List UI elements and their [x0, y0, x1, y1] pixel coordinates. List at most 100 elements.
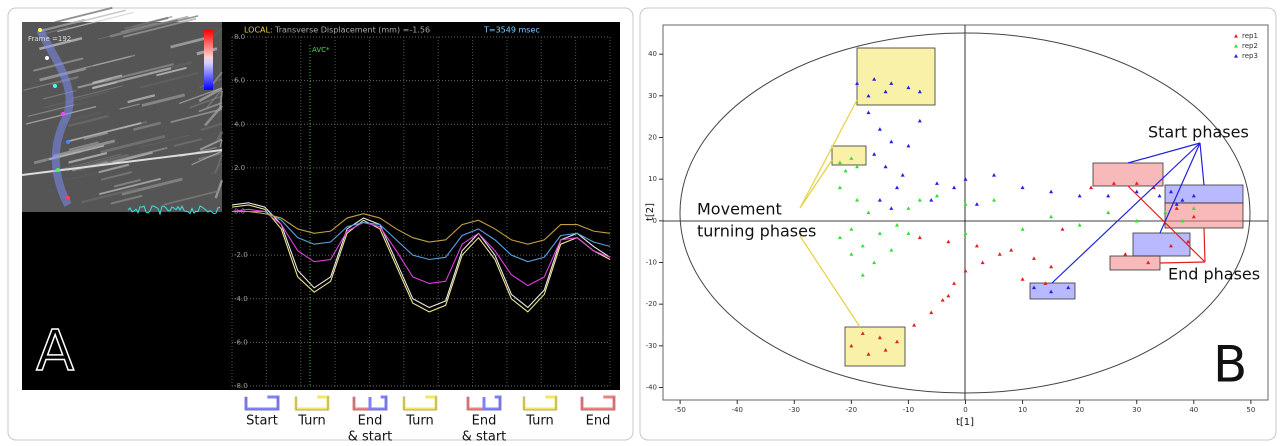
point — [849, 156, 854, 160]
y-tick-label: -10 — [646, 259, 657, 267]
color-bar — [204, 30, 213, 90]
phase-icon-outline — [581, 396, 615, 411]
y-tick-label: 10 — [648, 175, 657, 183]
y-tick-label: 20 — [648, 134, 657, 142]
texture — [206, 89, 223, 108]
callout — [1199, 142, 1205, 186]
texture — [100, 134, 166, 154]
phase-icon-outline — [245, 396, 279, 411]
x-tick-label: -50 — [674, 406, 685, 414]
point — [860, 331, 865, 335]
phase-label: Turn — [297, 414, 326, 429]
phase-label: Start — [246, 414, 278, 429]
phase-label: & start — [462, 430, 507, 445]
texture — [71, 85, 123, 99]
point — [1049, 189, 1054, 194]
texture — [67, 122, 142, 143]
texture — [191, 150, 223, 166]
point — [1174, 206, 1179, 210]
point — [1191, 206, 1196, 210]
texture — [163, 189, 221, 206]
texture — [42, 90, 109, 110]
box-start — [1132, 232, 1191, 257]
phase-label: & start — [348, 430, 393, 445]
texture — [67, 171, 99, 181]
texture — [119, 103, 140, 110]
point — [1123, 252, 1128, 256]
point — [860, 243, 865, 248]
signal-trace — [127, 205, 221, 216]
point — [1020, 185, 1025, 190]
box-end — [1092, 162, 1164, 187]
legend-marker — [1234, 44, 1238, 48]
x-tick-label: 40 — [1189, 406, 1198, 414]
point — [877, 335, 882, 340]
point — [1043, 281, 1048, 285]
point — [917, 198, 922, 202]
fascicle-trace — [36, 28, 74, 207]
texture — [139, 134, 189, 149]
point — [1180, 198, 1185, 202]
highlight-boxes — [831, 47, 1244, 367]
point — [889, 81, 894, 85]
y-tick-label: -8.0 — [234, 382, 248, 390]
point — [1180, 218, 1185, 223]
series-line — [232, 210, 611, 263]
legend-label: rep3 — [1242, 52, 1258, 60]
texture — [127, 94, 156, 104]
point — [963, 268, 968, 273]
point — [837, 185, 842, 190]
point — [1186, 239, 1191, 244]
point — [1168, 189, 1173, 194]
series-line — [232, 210, 611, 245]
point — [1020, 227, 1025, 231]
texture — [120, 22, 158, 33]
legend-label: rep1 — [1242, 32, 1258, 40]
x-tick-label: 30 — [1132, 406, 1141, 414]
legend-marker — [1234, 54, 1238, 58]
texture — [170, 108, 223, 124]
point — [866, 210, 871, 215]
point — [1146, 260, 1151, 265]
point — [872, 260, 877, 265]
point — [1168, 243, 1173, 248]
point — [974, 202, 979, 206]
point — [1134, 218, 1139, 223]
annotation: turning phases — [697, 222, 816, 241]
annotation: Start phases — [1148, 123, 1249, 142]
point — [917, 235, 922, 240]
point — [883, 89, 888, 94]
point — [855, 164, 860, 169]
point — [906, 206, 911, 210]
texture — [68, 114, 109, 128]
point — [877, 231, 882, 235]
point — [963, 177, 968, 181]
point — [1066, 285, 1071, 290]
point — [872, 77, 877, 81]
callout — [1127, 185, 1206, 263]
point — [917, 118, 922, 123]
y-tick-label: 30 — [648, 92, 657, 100]
x-tick-label: -30 — [789, 406, 800, 414]
phase-label: End — [472, 414, 497, 429]
annotation: End phases — [1168, 265, 1260, 284]
point — [855, 198, 860, 202]
point — [1157, 193, 1162, 198]
point — [855, 81, 860, 85]
point — [912, 323, 917, 327]
box-start — [1029, 282, 1076, 300]
x-tick-label: 10 — [1018, 406, 1027, 414]
point — [1031, 285, 1036, 290]
texture — [68, 151, 108, 164]
point — [889, 139, 894, 144]
point — [883, 348, 888, 352]
point — [866, 352, 871, 356]
tracking-point — [53, 84, 57, 88]
point — [843, 168, 848, 173]
box-end — [1109, 255, 1161, 271]
point — [934, 181, 939, 185]
y-tick-label: 8.0 — [234, 33, 245, 41]
texture — [123, 17, 197, 38]
x-tick-label: 50 — [1246, 406, 1255, 414]
